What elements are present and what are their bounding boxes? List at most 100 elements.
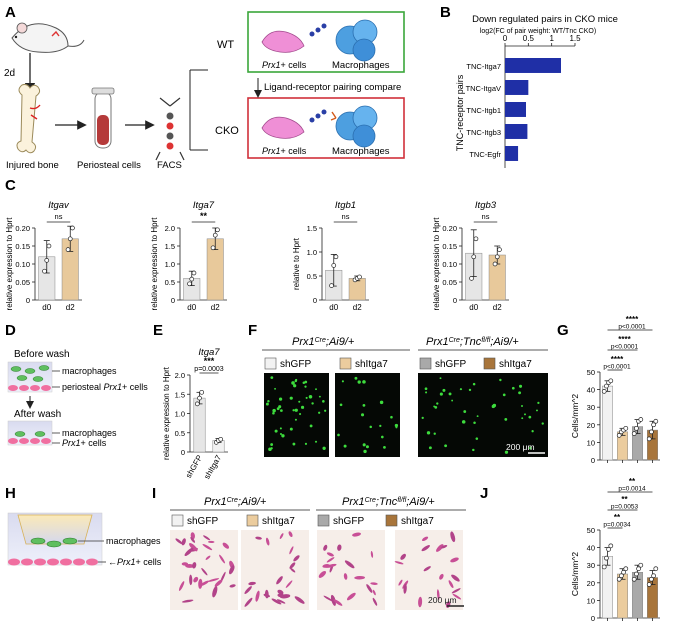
d-macrophages-label-2: macrophages [62,428,117,438]
chart-g: 01020304050Cells/mm^2****p<0.0001****p<0… [570,315,660,465]
panel-b: B Down regulated pairs in CKO mice log2(F… [440,4,618,168]
fluorescent-cell [463,410,467,413]
stained-cell [288,531,293,538]
fluorescent-cell [270,447,273,450]
panel-a-label: A [5,4,16,21]
stained-cell [279,533,284,539]
chart-c3-title: Itgb1 [335,200,356,211]
stained-cell [178,581,185,591]
stained-cell [265,537,270,546]
stained-cell [289,562,296,569]
panel-f-label: F [248,322,257,339]
chart-j-data-point [619,573,624,579]
chart-g-pvalue: p<0.0001 [611,344,639,351]
stained-cell [323,544,328,551]
fluorescent-cell [278,405,282,409]
stained-cell [201,568,208,576]
chart-c2: Itga7 0 0.5 1.0 1.5 2.0 relative expression to… [150,200,227,312]
chart-g-data-point [651,422,656,428]
fluorescent-cell [279,432,282,435]
fluorescent-cell [304,385,307,388]
chart-c3-y-tick-label: 1.0 [307,248,317,257]
stained-cell [276,599,286,604]
cko-macrophages-label: Macrophages [332,146,390,157]
fluorescent-cell [395,426,398,429]
stained-cell [418,596,423,608]
stained-cell [450,531,456,543]
chart-j-data-point [646,582,652,587]
chart-c2-y-tick-label: 0 [171,296,175,305]
fluorescent-cell [524,413,526,416]
stained-cell [451,574,460,582]
fluorescent-cell [314,440,318,443]
stained-cell [248,581,256,586]
f-images [264,373,548,457]
fluorescent-cell [380,435,384,439]
stained-cell [200,580,209,587]
fluorescent-cell [433,432,436,435]
chart-c4-data-point [497,247,502,252]
stained-cell [436,544,444,552]
fluorescent-cell [369,425,372,429]
stained-cell [293,555,300,562]
stained-cell [441,545,448,549]
legend-label: shGFP [187,516,218,527]
fluorescent-cell [421,416,424,420]
chart-c4-category-label: d2 [493,303,502,312]
chart-b-x-tick-label: 0 [503,34,508,43]
stained-cell [189,543,198,552]
chart-c1-data-point [65,247,71,252]
wt-macrophages-label: Macrophages [332,60,390,71]
stained-cell [403,583,407,594]
chart-j-data-point [616,576,622,582]
chart-c1-sig-label: ns [55,212,63,221]
chart-b-bar [505,146,519,161]
fluorescent-cell [442,388,446,392]
tube-illustration [91,87,115,149]
chart-b-bar [505,102,526,117]
stained-cell [330,594,336,606]
stained-cell [277,589,284,595]
panel-i: I Prx1Cre;Ai9/+ Prx1Cre;Tncfl/fl;Ai9/+ s… [152,485,466,610]
legend-swatch [171,514,184,527]
chart-j-data-point [623,566,629,572]
before-wash-cells [10,365,50,382]
compare-label: Ligand-receptor pairing compare [264,82,401,93]
chart-c3-y-tick-label: 0.5 [307,272,317,281]
fluorescent-cell [502,393,506,397]
panel-d-label: D [5,322,16,339]
stained-cell [202,543,213,551]
chart-b-category-label: TNC-Itga7 [466,62,501,71]
fluorescent-cell [308,395,313,399]
stained-cell [423,566,431,572]
chart-j-y-tick-label: 40 [587,544,595,553]
stained-cell [450,557,459,563]
stained-cell [294,596,305,604]
fluorescent-cell [267,400,270,403]
chart-e-title: Itga7 [198,347,220,358]
legend-swatch [419,357,432,370]
wt-cells [261,19,378,62]
chart-c2-y-tick-label: 1.0 [165,260,175,269]
chart-b-subtitle: log2(FC of pair weight: WT/Tnc CKO) [480,28,596,35]
fluorescent-cell [521,417,524,420]
chart-c4-y-tick-label: 0.10 [442,260,457,269]
stained-cell [323,595,334,602]
chart-g-y-tick-label: 20 [587,421,595,430]
fluorescent-cell [475,437,479,440]
injured-bone-label: Injured bone [6,160,59,171]
legend-label: shGFP [333,516,364,527]
fluorescent-cell [383,445,386,449]
d-periosteal-label: periosteal Prx1+ cells [62,382,148,392]
stained-cell [228,565,235,575]
fluorescent-cell [299,412,302,416]
chart-g-y-label: Cells/mm^2 [570,394,580,438]
chart-c2-data-point [212,232,218,238]
chart-c2-sig-label: ** [200,211,208,221]
chart-g-data-point [649,429,654,435]
stained-cell [255,536,262,540]
chart-c1-y-tick-label: 0 [26,296,30,305]
chart-e-sig-label: *** [204,356,215,366]
